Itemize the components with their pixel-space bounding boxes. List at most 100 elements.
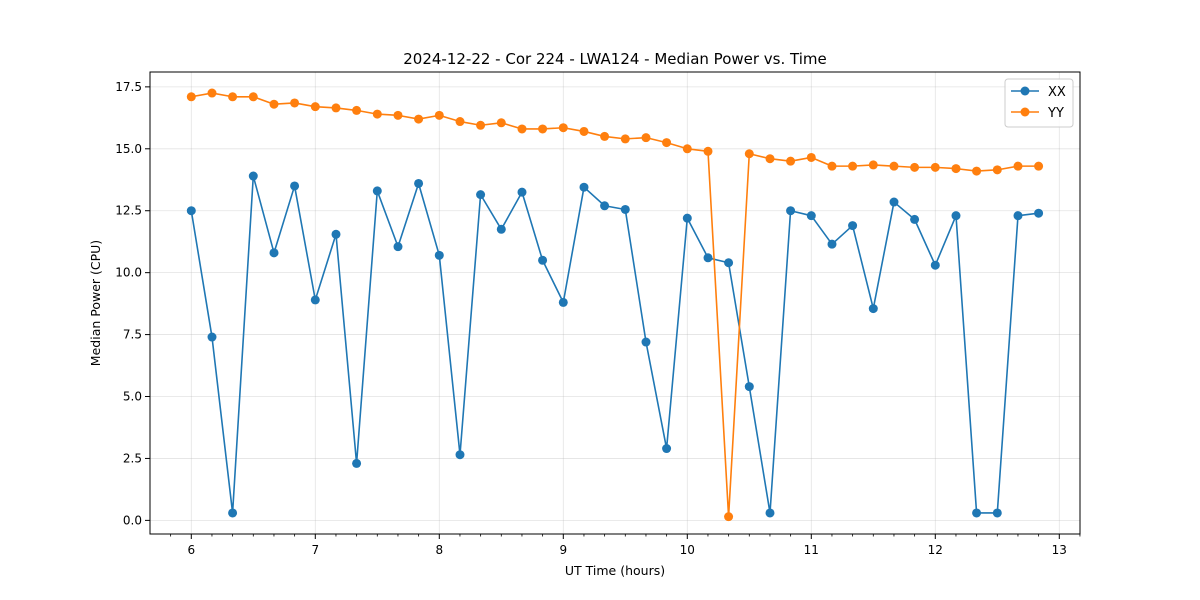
data-point-xx [662,444,672,454]
data-point-yy [207,88,217,98]
data-point-xx [331,229,341,239]
data-point-yy [910,162,920,172]
data-point-yy [889,161,899,171]
data-point-yy [434,110,444,120]
data-point-yy [517,124,527,134]
data-point-yy [372,109,382,119]
data-point-xx [641,337,651,347]
data-point-xx [310,295,320,305]
data-point-yy [414,114,424,124]
data-point-xx [724,258,734,268]
y-tick-label: 12.5 [115,204,142,218]
data-point-xx [889,197,899,207]
y-tick-label: 7.5 [123,328,142,342]
plot-frame [149,71,1081,535]
data-point-yy [600,131,610,141]
x-tick-label: 8 [435,543,443,557]
data-point-yy [992,165,1002,175]
data-point-yy [476,120,486,130]
x-axis-label: UT Time (hours) [565,563,665,578]
series-layer [186,88,1044,522]
data-point-xx [207,332,217,342]
data-point-xx [1034,208,1044,218]
legend-marker-yy [1020,107,1030,117]
data-point-xx [992,508,1002,518]
data-point-xx [228,508,238,518]
y-tick-label: 2.5 [123,451,142,465]
data-point-yy [641,133,651,143]
data-point-xx [455,450,465,460]
y-tick-label: 0.0 [123,513,142,527]
data-point-xx [806,211,816,221]
data-point-xx [290,181,300,191]
legend-label-xx: XX [1048,85,1066,100]
data-point-yy [765,154,775,164]
legend-label-yy: YY [1047,106,1064,121]
data-point-xx [744,382,754,392]
data-point-yy [1034,161,1044,171]
data-point-xx [930,260,940,270]
data-point-xx [186,206,196,216]
data-point-yy [744,149,754,159]
data-point-yy [393,110,403,120]
data-point-xx [393,242,403,252]
data-point-xx [517,187,527,197]
data-point-yy [455,117,465,127]
data-point-xx [579,182,589,192]
data-point-xx [848,221,858,231]
data-point-xx [269,248,279,258]
data-point-yy [827,161,837,171]
data-point-yy [620,134,630,144]
data-point-yy [290,98,300,108]
data-point-yy [1013,161,1023,171]
data-point-xx [827,239,837,249]
data-point-yy [558,123,568,133]
y-tick-label: 5.0 [123,390,142,404]
x-tick-label: 12 [928,543,943,557]
data-point-yy [868,160,878,170]
data-point-yy [228,92,238,102]
data-point-xx [600,201,610,211]
data-point-xx [248,171,258,181]
data-point-yy [310,102,320,112]
data-point-xx [1013,211,1023,221]
data-point-yy [331,103,341,113]
data-point-yy [848,161,858,171]
y-tick-label: 10.0 [115,266,142,280]
data-point-xx [786,206,796,216]
data-point-xx [434,250,444,260]
data-point-yy [579,126,589,136]
data-point-yy [662,138,672,148]
legend-marker-xx [1020,86,1030,96]
y-tick-label: 17.5 [115,80,142,94]
data-point-yy [186,92,196,102]
data-point-yy [538,124,548,134]
legend: XX YY [1004,78,1074,128]
data-point-yy [703,146,713,156]
data-point-xx [765,508,775,518]
grid [150,72,1080,534]
data-point-yy [724,512,734,522]
data-point-xx [951,211,961,221]
x-tick-label: 6 [187,543,195,557]
data-point-xx [372,186,382,196]
data-point-xx [496,224,506,234]
x-tick-label: 7 [311,543,319,557]
data-point-yy [352,105,362,115]
data-point-xx [558,297,568,307]
data-point-xx [538,255,548,265]
x-tick-label: 9 [559,543,567,557]
data-point-yy [786,156,796,166]
data-point-xx [910,214,920,224]
data-point-yy [806,152,816,162]
data-point-yy [269,99,279,109]
data-point-xx [868,304,878,314]
data-point-yy [496,118,506,128]
chart-title: 2024-12-22 - Cor 224 - LWA124 - Median P… [403,50,827,68]
data-point-xx [703,253,713,263]
data-point-xx [682,213,692,223]
data-point-xx [414,178,424,188]
x-tick-label: 11 [804,543,819,557]
data-point-yy [682,144,692,154]
